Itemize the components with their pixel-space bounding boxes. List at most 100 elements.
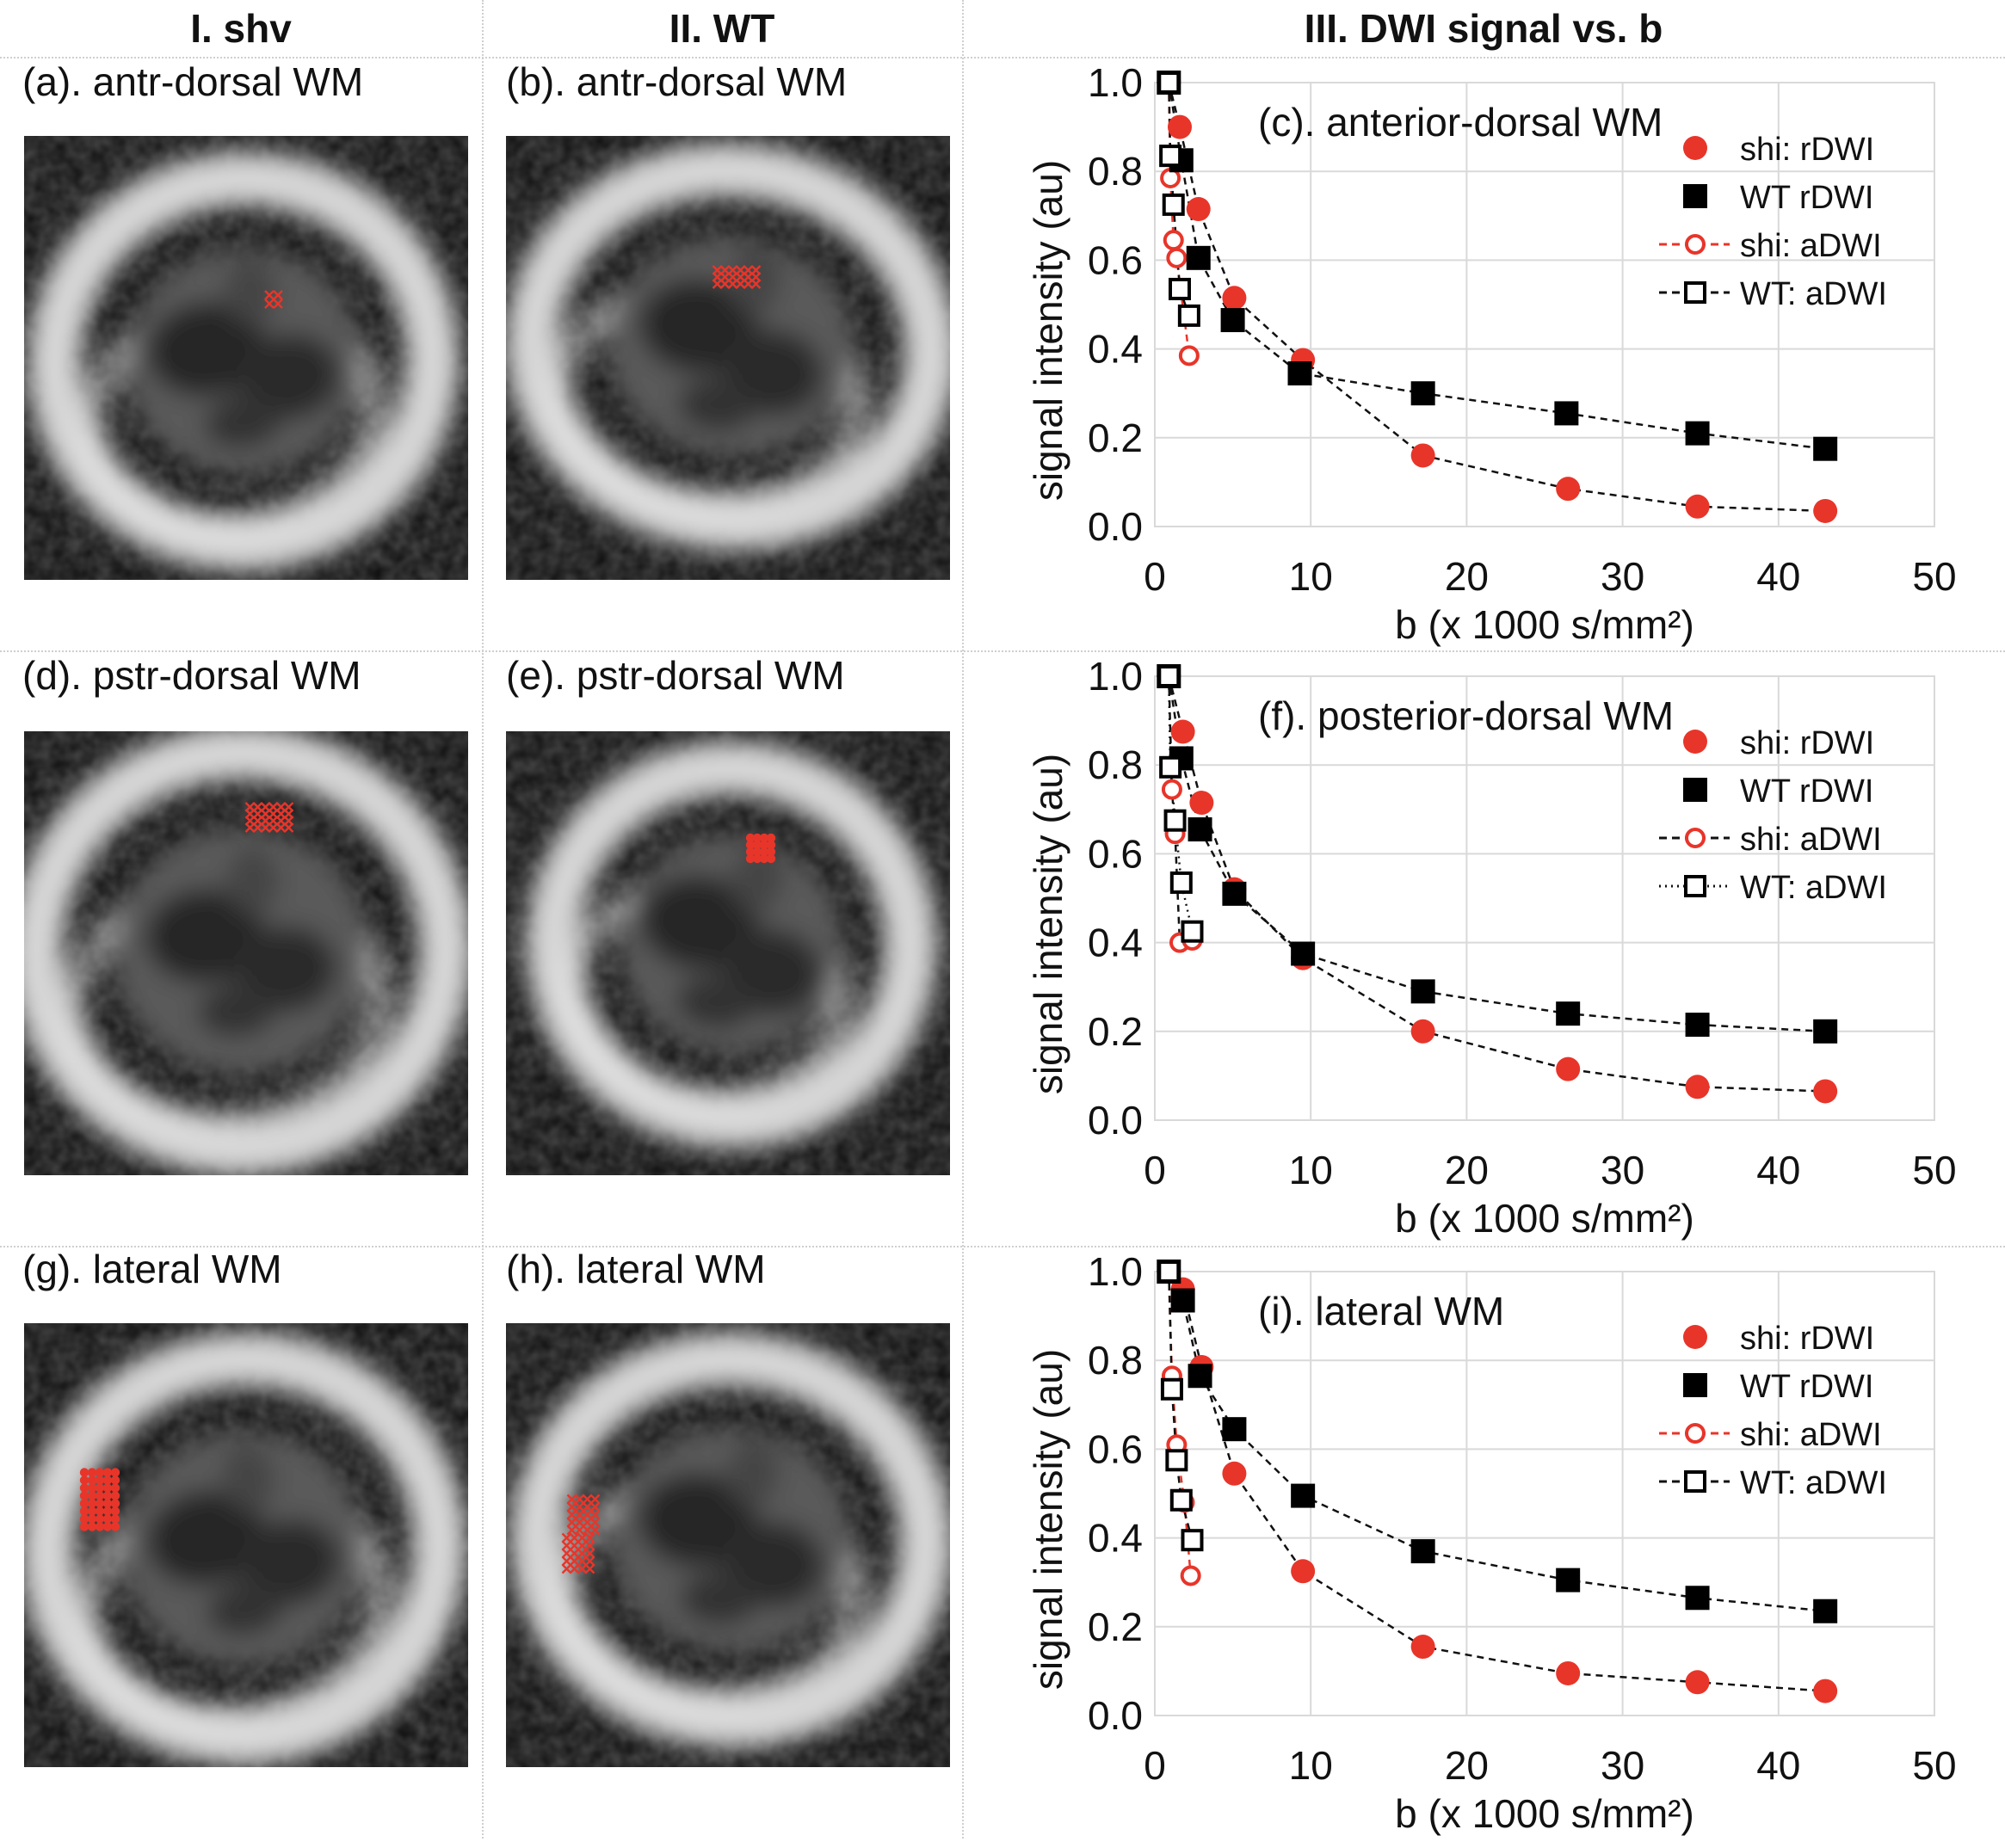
roi-mark — [110, 1522, 120, 1531]
x-tick-label: 20 — [1445, 1148, 1489, 1192]
legend-label: shi: aDWI — [1740, 228, 1882, 264]
roi-mark — [750, 279, 762, 289]
roi-mark — [87, 1468, 97, 1477]
roi-mark — [574, 1509, 585, 1520]
data-point — [1222, 1417, 1247, 1442]
roi-mark — [584, 1540, 595, 1551]
data-point — [1410, 443, 1435, 468]
y-axis-label: signal intensity (au) — [1026, 754, 1070, 1094]
legend: shi: rDWI WT rDWI shi: aDWI WT: aDWI — [1659, 725, 1887, 906]
roi-mark — [577, 1540, 588, 1551]
panel-label-h: (h). lateral WM — [506, 1247, 766, 1291]
data-point — [1410, 1019, 1435, 1044]
legend-marker — [1683, 730, 1707, 754]
roi-mark — [79, 1483, 89, 1493]
roi-mark — [95, 1491, 105, 1500]
roi-mark — [589, 1517, 601, 1528]
data-point — [1410, 1635, 1435, 1660]
roi-mark — [589, 1509, 601, 1520]
roi-mark — [589, 1525, 601, 1536]
roi-mark — [87, 1483, 97, 1493]
spinal-cord-image — [28, 151, 460, 571]
data-point — [1186, 197, 1211, 222]
roi-mark — [561, 1555, 572, 1567]
mri-image-a — [24, 136, 468, 580]
roi-mark — [566, 1501, 577, 1512]
roi-mark — [719, 279, 731, 289]
roi-mark — [264, 299, 275, 309]
y-tick-label: 0.2 — [1088, 1605, 1143, 1649]
legend-label: WT rDWI — [1740, 1369, 1873, 1405]
roi-mark — [268, 822, 279, 833]
y-axis-label: signal intensity (au) — [1026, 1349, 1070, 1690]
y-tick-label: 0.4 — [1088, 1516, 1143, 1561]
plot-area — [1154, 675, 1935, 1121]
x-tick-label: 0 — [1144, 1743, 1166, 1788]
roi-mark — [745, 847, 756, 857]
roi-mark — [102, 1468, 113, 1477]
data-point — [1813, 436, 1838, 461]
roi-mark — [759, 853, 769, 864]
data-point — [1291, 1559, 1316, 1584]
roi-mark — [569, 1532, 580, 1543]
roi-mark — [569, 1548, 580, 1559]
y-tick-label: 0.4 — [1088, 921, 1143, 965]
mri-image-e — [506, 731, 950, 1175]
legend: shi: rDWI WT rDWI shi: aDWI WT: aDWI — [1659, 132, 1887, 312]
legend-marker — [1685, 1423, 1706, 1444]
roi-mark — [264, 290, 275, 300]
panel-label-g: (g). lateral WM — [22, 1247, 282, 1291]
x-tick-label: 40 — [1756, 554, 1800, 599]
data-point — [1556, 1001, 1581, 1026]
fit-curve-shi-rdwi — [1168, 675, 1826, 1093]
roi-marks — [712, 265, 762, 289]
legend-marker — [1683, 136, 1707, 160]
roi-mark — [735, 279, 746, 289]
x-tick-label: 40 — [1756, 1148, 1800, 1192]
data-point — [1220, 308, 1245, 333]
column-header-shv: I. shv — [190, 6, 292, 51]
data-point — [1188, 817, 1212, 842]
legend-marker — [1683, 184, 1707, 208]
mri-image-h — [506, 1323, 950, 1767]
data-point — [1157, 71, 1181, 94]
mri-image-b — [506, 136, 950, 580]
roi-mark — [102, 1499, 113, 1508]
column-divider — [482, 0, 484, 1839]
roi-mark — [110, 1468, 120, 1477]
row-divider — [0, 1246, 2005, 1247]
roi-mark — [766, 833, 776, 843]
roi-mark — [577, 1563, 588, 1574]
roi-mark — [561, 1532, 572, 1543]
roi-mark — [561, 1548, 572, 1559]
legend-label: shi: aDWI — [1740, 822, 1882, 858]
data-point — [1685, 1013, 1710, 1038]
data-point — [1222, 286, 1247, 311]
x-tick-label: 50 — [1912, 554, 1956, 599]
y-tick-label: 0.6 — [1088, 1426, 1143, 1471]
data-point — [1165, 1449, 1188, 1472]
x-tick-label: 10 — [1289, 1743, 1333, 1788]
data-point — [1160, 1377, 1183, 1401]
series-open-square — [1157, 1260, 1204, 1552]
data-point — [1166, 247, 1188, 268]
data-point — [1167, 114, 1192, 139]
roi-mark — [584, 1555, 595, 1567]
y-tick-label: 0.2 — [1088, 1009, 1143, 1054]
roi-mark — [79, 1506, 89, 1516]
x-axis-label: b (x 1000 s/mm²) — [1395, 1791, 1694, 1836]
data-point — [1685, 494, 1710, 519]
y-tick-label: 0.0 — [1088, 504, 1143, 549]
panel-label-e: (e). pstr-dorsal WM — [506, 653, 845, 698]
roi-mark — [566, 1509, 577, 1520]
roi-marks — [561, 1494, 601, 1574]
legend-label: shi: rDWI — [1740, 1321, 1874, 1357]
legend: shi: rDWI WT rDWI shi: aDWI WT: aDWI — [1659, 1321, 1887, 1501]
data-point — [1556, 1568, 1581, 1592]
roi-mark — [577, 1532, 588, 1543]
roi-mark — [252, 822, 263, 833]
roi-mark — [102, 1514, 113, 1524]
fit-curve-shi-rdwi — [1168, 82, 1826, 513]
data-point — [1685, 1670, 1710, 1695]
column-divider — [962, 0, 964, 1839]
